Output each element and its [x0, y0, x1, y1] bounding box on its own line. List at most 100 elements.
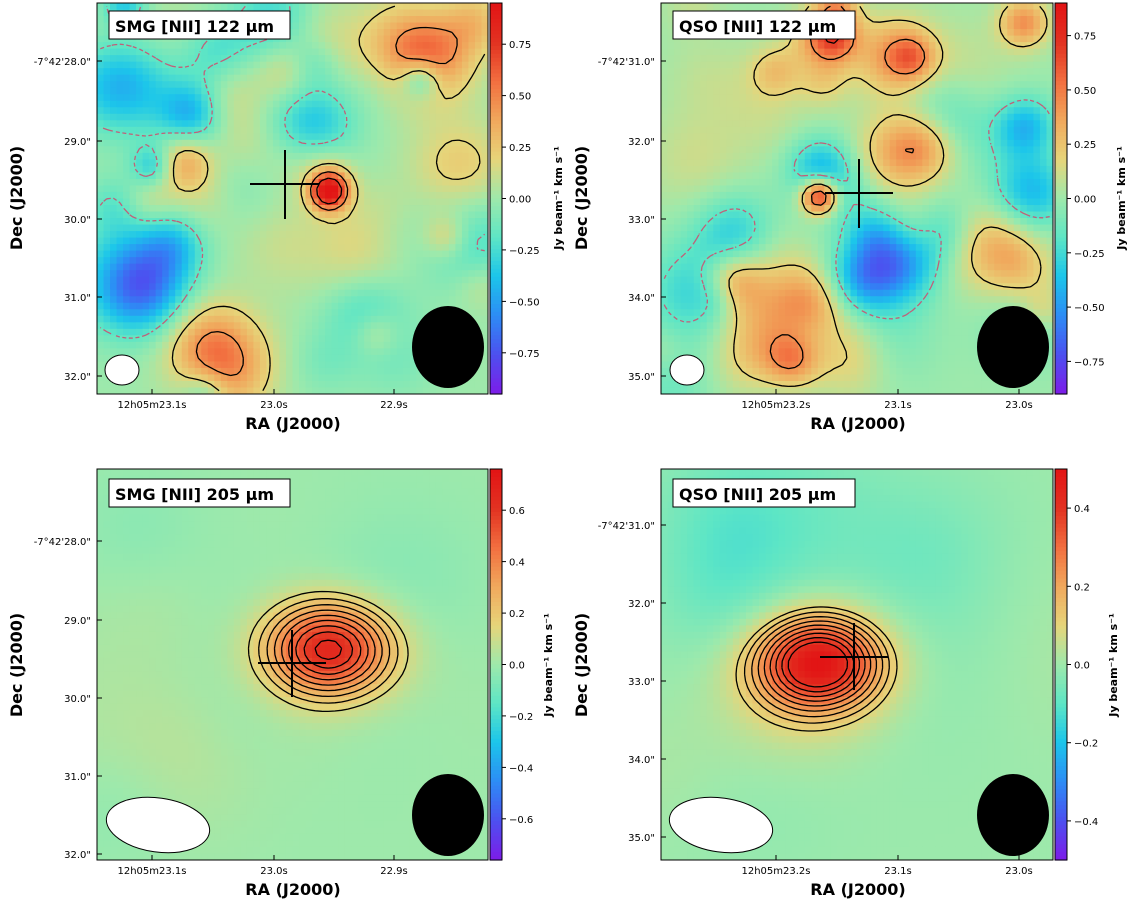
map-pixel [240, 211, 248, 219]
map-pixel [188, 100, 196, 108]
map-pixel [168, 374, 176, 382]
map-pixel [331, 133, 339, 141]
map-pixel [305, 159, 313, 167]
map-pixel [377, 81, 385, 89]
map-pixel [948, 48, 956, 56]
map-pixel [468, 9, 476, 17]
colorbar-swatch [490, 65, 502, 71]
map-pixel [97, 250, 105, 258]
map-pixel [1039, 3, 1048, 11]
map-pixel [883, 120, 891, 128]
map-pixel [305, 48, 313, 56]
map-pixel [123, 309, 131, 317]
map-pixel [123, 205, 131, 213]
map-pixel [110, 257, 118, 265]
map-pixel [155, 139, 163, 147]
map-pixel [233, 165, 241, 174]
map-pixel [693, 81, 701, 89]
map-pixel [103, 218, 111, 226]
map-pixel [981, 68, 989, 76]
map-pixel [974, 3, 982, 11]
map-pixel [994, 107, 1002, 115]
map-pixel [325, 87, 333, 95]
map-pixel [292, 100, 300, 108]
map-pixel [1033, 55, 1041, 63]
map-pixel [811, 94, 819, 102]
map-pixel [778, 74, 786, 82]
map-pixel [383, 387, 391, 394]
map-pixel [435, 302, 443, 310]
map-pixel [1039, 22, 1048, 30]
map-pixel [429, 276, 437, 284]
map-pixel [403, 237, 411, 245]
map-pixel [220, 133, 228, 141]
map-pixel [416, 107, 424, 115]
map-pixel [272, 283, 281, 291]
map-pixel [765, 74, 773, 82]
map-pixel [435, 120, 443, 128]
map-pixel [233, 231, 241, 239]
map-pixel [129, 250, 137, 258]
map-pixel [429, 302, 437, 310]
map-pixel [292, 380, 300, 389]
map-pixel [285, 139, 294, 147]
map-pixel [201, 107, 209, 115]
map-pixel [902, 100, 910, 108]
map-pixel [370, 276, 378, 284]
map-pixel [448, 113, 457, 121]
map-pixel [116, 120, 124, 128]
map-pixel [103, 198, 111, 206]
map-pixel [181, 237, 189, 245]
map-pixel [474, 276, 483, 284]
map-pixel [481, 218, 488, 226]
map-pixel [194, 55, 202, 63]
map-pixel [448, 387, 457, 394]
colorbar-swatch [490, 147, 502, 153]
map-pixel [201, 270, 209, 278]
map-pixel [292, 16, 300, 24]
map-pixel [292, 270, 300, 278]
map-pixel [285, 283, 294, 291]
map-pixel [188, 361, 196, 369]
colorbar-swatch [490, 350, 502, 356]
map-pixel [377, 289, 385, 297]
map-pixel [474, 191, 483, 200]
map-pixel [941, 120, 950, 128]
map-pixel [442, 185, 450, 193]
map-pixel [811, 81, 819, 89]
map-pixel [116, 309, 124, 317]
map-pixel [285, 244, 294, 252]
map-pixel [693, 113, 701, 121]
map-pixel [370, 263, 378, 271]
map-pixel [292, 263, 300, 271]
map-pixel [474, 22, 483, 30]
map-pixel [116, 55, 124, 63]
map-pixel [1026, 120, 1034, 128]
map-pixel [292, 341, 300, 349]
map-pixel [123, 152, 131, 160]
map-pixel [253, 139, 261, 147]
map-pixel [889, 9, 897, 17]
map-pixel [700, 113, 708, 121]
map-pixel [240, 87, 248, 95]
map-pixel [123, 94, 131, 102]
map-pixel [285, 309, 294, 317]
map-pixel [155, 159, 163, 167]
map-pixel [149, 341, 157, 349]
map-pixel [1000, 22, 1008, 30]
map-pixel [732, 55, 740, 63]
map-pixel [259, 270, 268, 278]
map-pixel [422, 35, 430, 43]
map-pixel [181, 224, 189, 232]
colorbar-swatch [490, 331, 502, 336]
map-pixel [220, 348, 228, 356]
map-pixel [435, 276, 443, 284]
map-pixel [253, 100, 261, 108]
map-pixel [299, 185, 307, 193]
map-pixel [974, 29, 982, 37]
map-pixel [162, 120, 170, 128]
map-pixel [778, 94, 786, 102]
map-pixel [175, 283, 183, 291]
map-pixel [455, 107, 463, 115]
map-pixel [915, 55, 923, 63]
